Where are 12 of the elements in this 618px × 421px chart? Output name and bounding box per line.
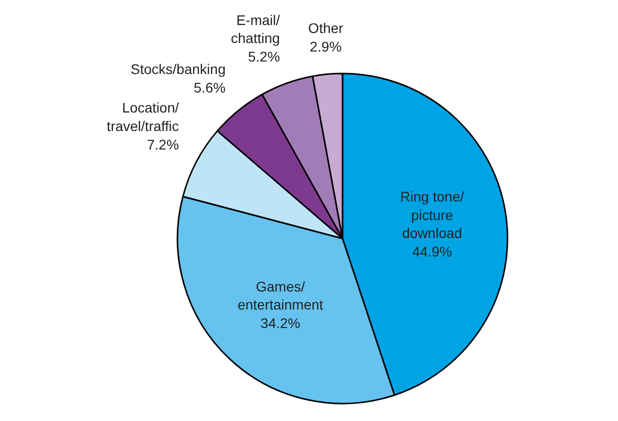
slice-label: Stocks/banking — [130, 60, 226, 77]
data-label: 44.9% — [412, 244, 452, 260]
slice-label: Location/ travel/traffic — [106, 100, 180, 134]
data-label: 5.2% — [248, 48, 280, 65]
data-label: 5.6% — [194, 79, 226, 96]
data-label: 7.2% — [147, 136, 179, 153]
data-label: 2.9% — [310, 38, 342, 54]
slice-label: Ring tone/ picture download — [400, 188, 464, 242]
slice-label: Other — [308, 20, 344, 36]
data-label: 34.2% — [260, 315, 300, 332]
slice-label: Games/ entertainment — [238, 278, 324, 313]
slice-label: E-mail/ chatting — [230, 12, 280, 46]
